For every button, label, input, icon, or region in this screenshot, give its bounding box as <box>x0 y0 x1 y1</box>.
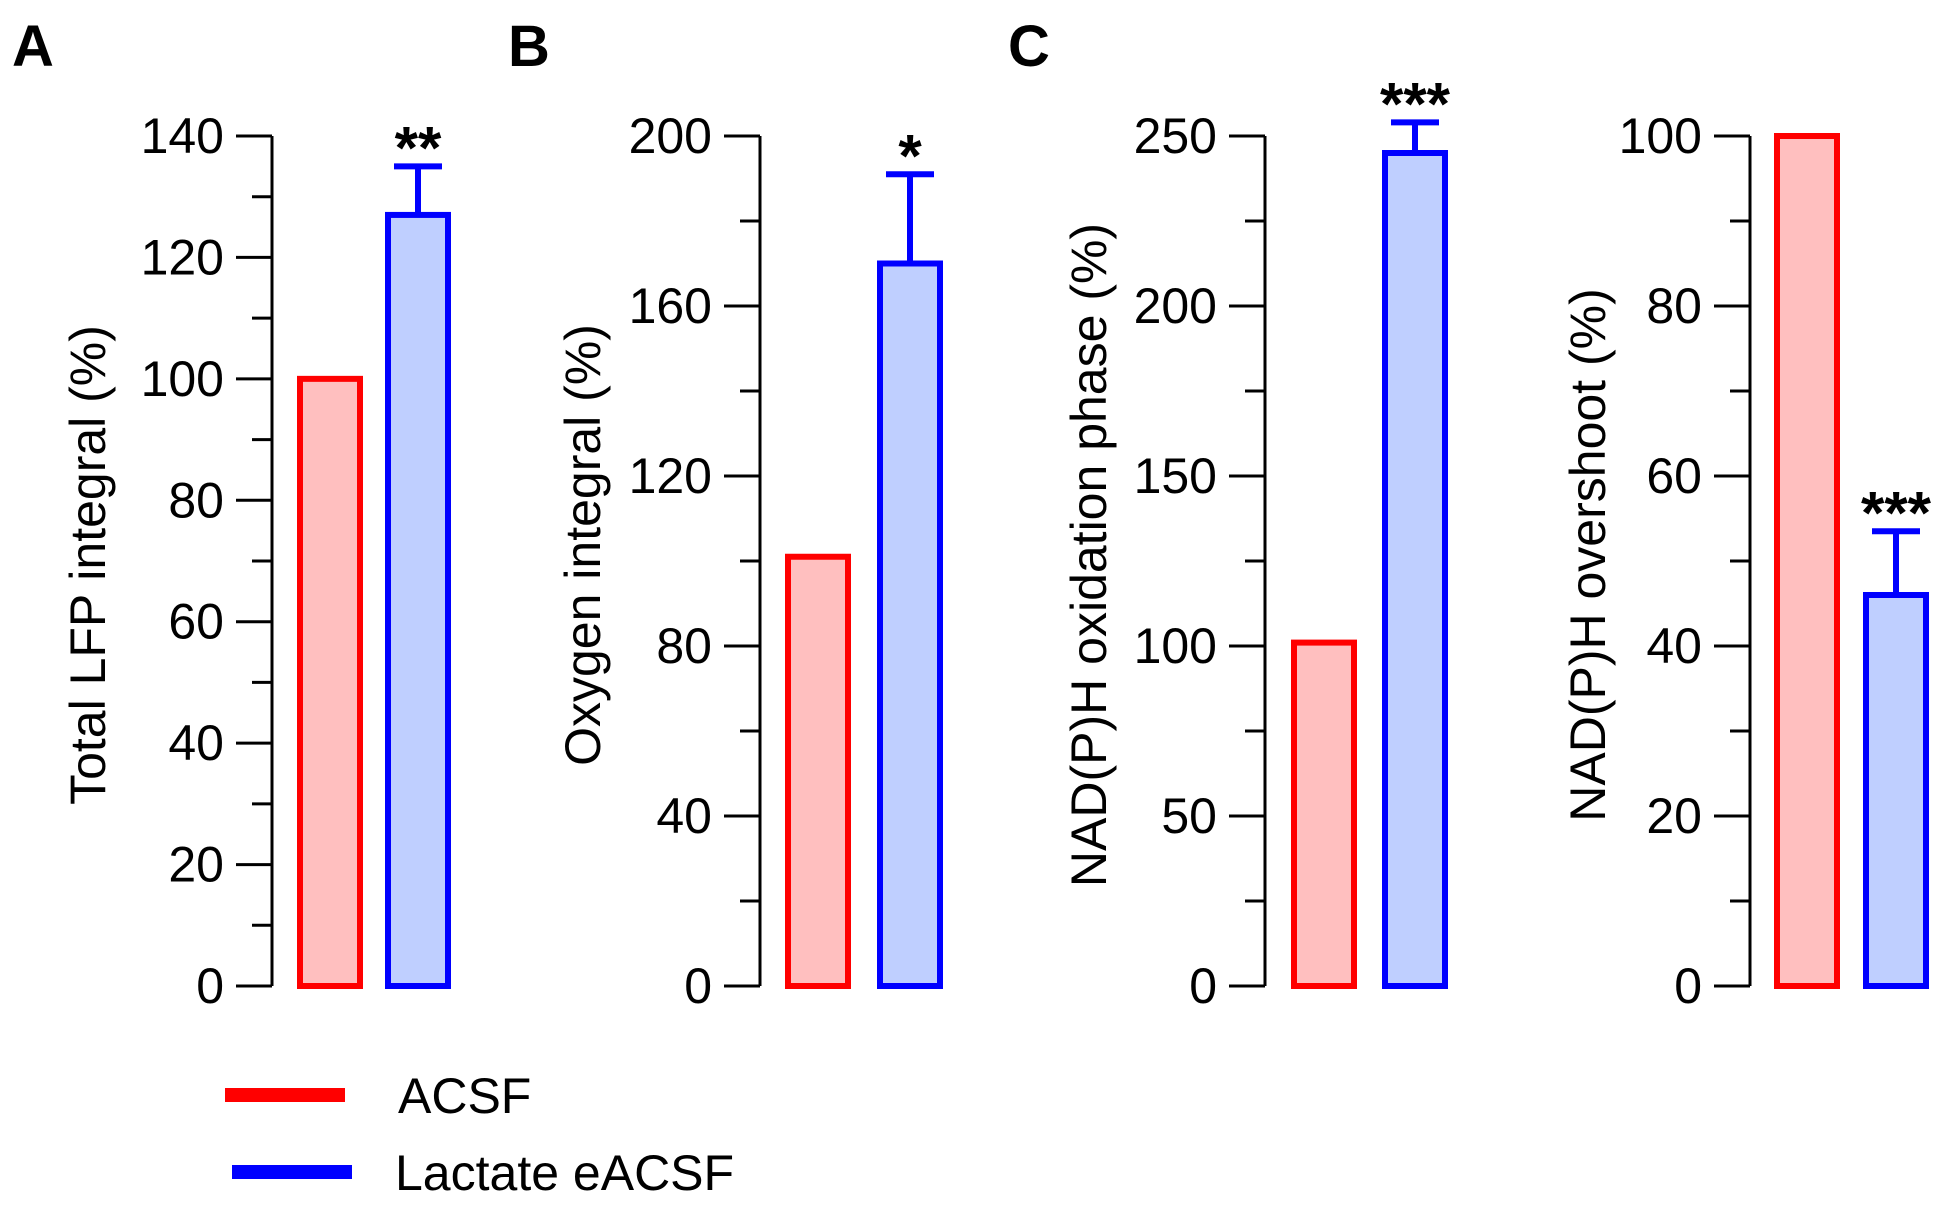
significance-marker: * <box>898 122 922 189</box>
bars: *** <box>1291 70 1451 989</box>
y-tick-label: 100 <box>1619 108 1702 164</box>
y-tick-label: 40 <box>1646 618 1702 674</box>
panel-c-overshoot: 0 20 40 60 80 100 *** NAD(P)H overshoot (%) <box>1560 108 1932 1014</box>
y-tick-label: 20 <box>168 837 224 893</box>
y-axis: 0 20 40 60 80 100 <box>1619 108 1752 1014</box>
bar-acsf <box>785 553 851 989</box>
y-tick-label: 40 <box>656 788 712 844</box>
y-axis-label: NAD(P)H oxidation phase (%) <box>1061 223 1117 887</box>
y-tick-label: 160 <box>629 278 712 334</box>
bars: * <box>785 122 943 989</box>
y-tick-label: 200 <box>1134 278 1217 334</box>
y-tick-label: 140 <box>141 108 224 164</box>
y-tick-label: 80 <box>1646 278 1702 334</box>
y-tick-label: 120 <box>141 229 224 285</box>
y-axis-label: Oxygen integral (%) <box>555 324 611 766</box>
bars: ** <box>297 114 451 990</box>
legend-label-acsf: ACSF <box>398 1068 531 1124</box>
y-axis: 0 20 40 60 80 100 120 140 <box>141 108 274 1014</box>
y-tick-label: 120 <box>629 448 712 504</box>
panel-a: A 0 20 40 60 80 100 120 140 ** Total LFP integr… <box>12 14 451 1014</box>
panel-b: B 0 40 80 120 160 200 * Oxygen integral (%) <box>508 14 943 1014</box>
y-tick-label: 50 <box>1161 788 1217 844</box>
y-axis-label: Total LFP integral (%) <box>60 325 116 805</box>
y-tick-label: 0 <box>1189 958 1217 1014</box>
y-tick-label: 40 <box>168 715 224 771</box>
y-tick-label: 0 <box>196 958 224 1014</box>
y-tick-label: 0 <box>1674 958 1702 1014</box>
significance-marker: *** <box>1861 479 1932 546</box>
y-tick-label: 60 <box>1646 448 1702 504</box>
legend-label-lactate: Lactate eACSF <box>395 1145 734 1201</box>
y-axis: 0 50 100 150 200 250 <box>1134 108 1267 1014</box>
bars: *** <box>1774 133 1932 989</box>
y-tick-label: 0 <box>684 958 712 1014</box>
significance-marker: ** <box>395 114 442 181</box>
bar-lactate-eacsf <box>877 260 943 989</box>
bar-lactate-eacsf <box>385 211 451 989</box>
y-tick-label: 100 <box>1134 618 1217 674</box>
panel-c: C 0 50 100 150 200 250 *** NAD(P)H oxidation … <box>1008 14 1451 1014</box>
y-tick-label: 80 <box>168 472 224 528</box>
y-tick-label: 20 <box>1646 788 1702 844</box>
y-tick-label: 150 <box>1134 448 1217 504</box>
y-axis: 0 40 80 120 160 200 <box>629 108 762 1014</box>
y-tick-label: 100 <box>141 351 224 407</box>
bar-lactate-eacsf <box>1863 592 1929 989</box>
y-axis-label: NAD(P)H overshoot (%) <box>1560 288 1616 821</box>
bar-acsf <box>1774 133 1840 989</box>
significance-marker: *** <box>1380 70 1451 137</box>
panel-letter: C <box>1008 14 1050 79</box>
panel-letter: B <box>508 14 550 79</box>
y-tick-label: 60 <box>168 594 224 650</box>
legend: ACSF Lactate eACSF <box>225 1068 734 1201</box>
panel-letter: A <box>12 14 54 79</box>
bar-acsf <box>1291 639 1357 989</box>
y-tick-label: 80 <box>656 618 712 674</box>
bar-acsf <box>297 375 363 990</box>
y-tick-label: 250 <box>1134 108 1217 164</box>
y-tick-label: 200 <box>629 108 712 164</box>
bar-lactate-eacsf <box>1382 150 1448 989</box>
